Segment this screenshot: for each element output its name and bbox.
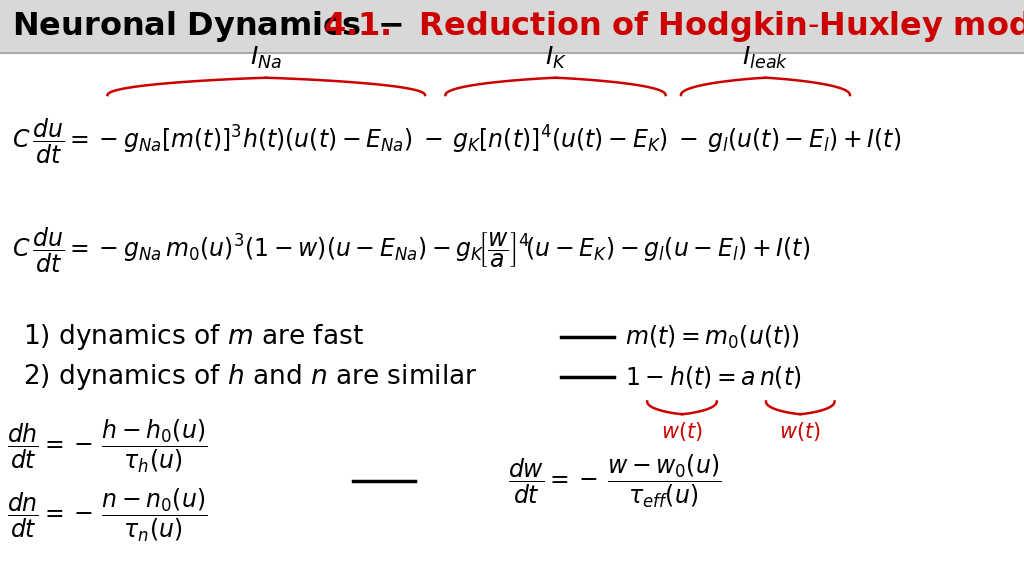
Text: $\mathit{I}_{Na}$: $\mathit{I}_{Na}$ <box>250 45 283 71</box>
Text: $\mathit{I}_{leak}$: $\mathit{I}_{leak}$ <box>742 45 788 71</box>
Text: $1-h(t) = a\,n(t)$: $1-h(t) = a\,n(t)$ <box>625 364 801 391</box>
Text: $C\,\dfrac{du}{dt} = -g_{Na}[m(t)]^3 h(t)(u(t)-E_{Na})$$\;-\, g_K[n(t)]^4(u(t)-E: $C\,\dfrac{du}{dt} = -g_{Na}[m(t)]^3 h(t… <box>12 116 901 166</box>
FancyBboxPatch shape <box>0 0 1024 53</box>
Text: $\dfrac{dw}{dt} = -\,\dfrac{w - w_0(u)}{\tau_{eff}(u)}$: $\dfrac{dw}{dt} = -\,\dfrac{w - w_0(u)}{… <box>508 452 721 510</box>
Text: $C\,\dfrac{du}{dt} = -g_{Na}\,m_0(u)^3(1-w)(u-E_{Na})-g_K\!\left[\dfrac{w}{a}\ri: $C\,\dfrac{du}{dt} = -g_{Na}\,m_0(u)^3(1… <box>12 226 810 275</box>
Text: $\dfrac{dn}{dt} = -\,\dfrac{n - n_0(u)}{\tau_n(u)}$: $\dfrac{dn}{dt} = -\,\dfrac{n - n_0(u)}{… <box>7 487 208 544</box>
Text: $m(t) = m_0(u(t))$: $m(t) = m_0(u(t))$ <box>625 323 800 351</box>
Text: $\mathit{I}_{K}$: $\mathit{I}_{K}$ <box>545 45 566 71</box>
Text: $\dfrac{dh}{dt} = -\,\dfrac{h - h_0(u)}{\tau_h(u)}$: $\dfrac{dh}{dt} = -\,\dfrac{h - h_0(u)}{… <box>7 418 208 475</box>
Text: $\mathit{w(t)}$: $\mathit{w(t)}$ <box>779 420 821 443</box>
Text: $\mathit{w(t)}$: $\mathit{w(t)}$ <box>662 420 702 443</box>
Text: 2) dynamics of $h$ and $n$ are similar: 2) dynamics of $h$ and $n$ are similar <box>23 362 477 392</box>
Text: $\mathbf{Neuronal\ Dynamics\ -}$: $\mathbf{Neuronal\ Dynamics\ -}$ <box>12 9 403 44</box>
Text: 1) dynamics of $m$ are fast: 1) dynamics of $m$ are fast <box>23 322 364 352</box>
Text: $\mathbf{4.1.\ \ Reduction\ of\ Hodgkin\text{-}Huxley\ model}$: $\mathbf{4.1.\ \ Reduction\ of\ Hodgkin\… <box>323 9 1024 44</box>
